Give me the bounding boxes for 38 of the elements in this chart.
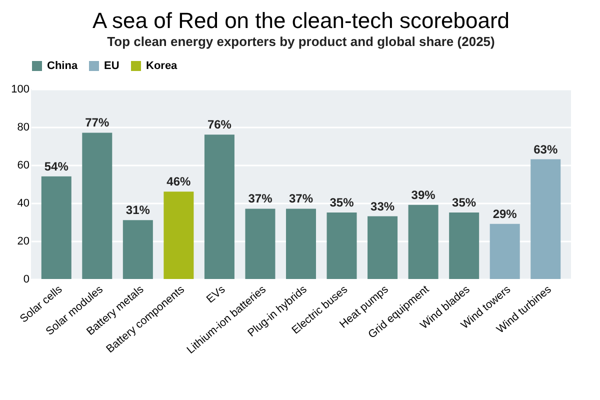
y-tick-label: 40 — [17, 198, 30, 210]
text: 33% — [370, 199, 395, 214]
chart-subtitle: Top clean energy exporters by product and global share (2025) — [107, 34, 495, 49]
legend-label: China — [47, 60, 78, 72]
bar — [245, 208, 276, 279]
bar — [326, 212, 357, 279]
y-tick-label: 20 — [17, 236, 30, 248]
bar — [530, 159, 561, 279]
y-tick-label: 100 — [11, 84, 30, 96]
bar — [41, 176, 72, 279]
bar — [204, 134, 234, 279]
text: 35% — [452, 196, 476, 210]
text: 35% — [330, 196, 354, 210]
text: 46% — [166, 174, 191, 189]
text: 37% — [248, 192, 272, 206]
legend-label: EU — [104, 60, 120, 72]
y-tick-label: 0 — [23, 274, 30, 286]
y-tick-label: 60 — [17, 160, 30, 172]
text: 54% — [44, 159, 68, 174]
bar — [408, 204, 438, 279]
y-tick-label: 80 — [17, 122, 30, 134]
text: 63% — [534, 142, 558, 156]
bar — [286, 208, 316, 279]
x-tick-label: EVs — [204, 283, 228, 306]
text: 31% — [126, 203, 150, 218]
text: 37% — [288, 192, 314, 206]
bar — [368, 216, 398, 279]
legend-label: Korea — [146, 60, 178, 72]
bar — [122, 220, 153, 279]
bar — [164, 192, 194, 279]
text: 77% — [85, 116, 110, 130]
text: 39% — [411, 188, 436, 202]
text: 76% — [207, 118, 232, 132]
bar — [449, 212, 480, 279]
text: 29% — [492, 206, 517, 221]
chart-title: A sea of Red on the clean-tech scoreboard — [92, 8, 510, 33]
bar — [82, 132, 112, 279]
bar — [490, 224, 520, 279]
